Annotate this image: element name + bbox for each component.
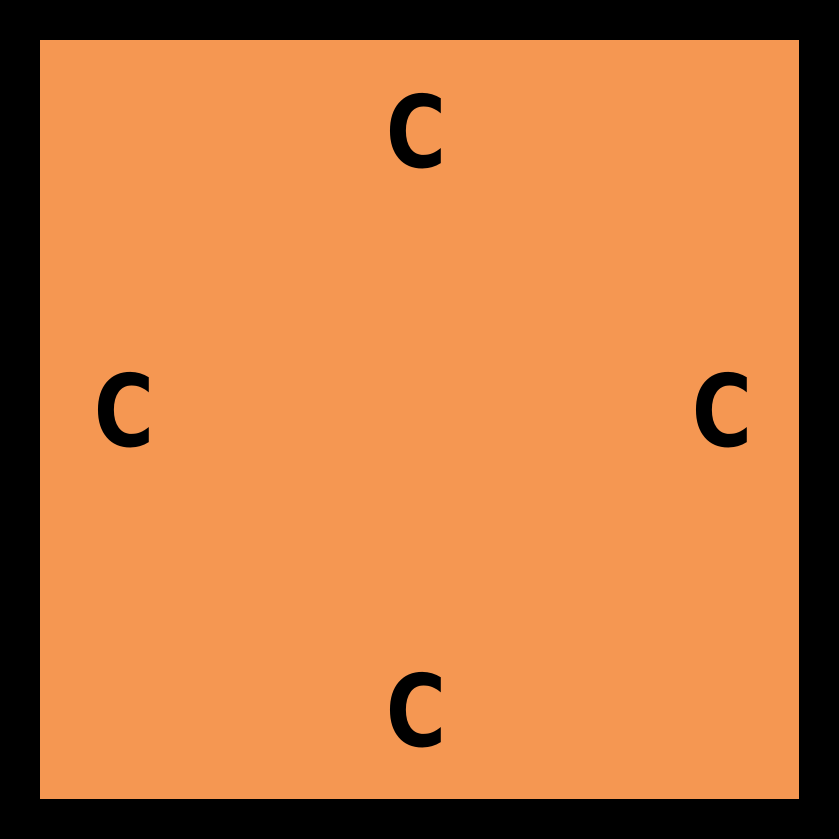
edge-label-right: C xyxy=(691,353,753,470)
edge-label-top: C xyxy=(385,74,447,191)
edge-label-left: C xyxy=(93,353,155,470)
edge-label-bottom: C xyxy=(385,653,447,770)
tile-face: C C C C xyxy=(40,40,799,799)
